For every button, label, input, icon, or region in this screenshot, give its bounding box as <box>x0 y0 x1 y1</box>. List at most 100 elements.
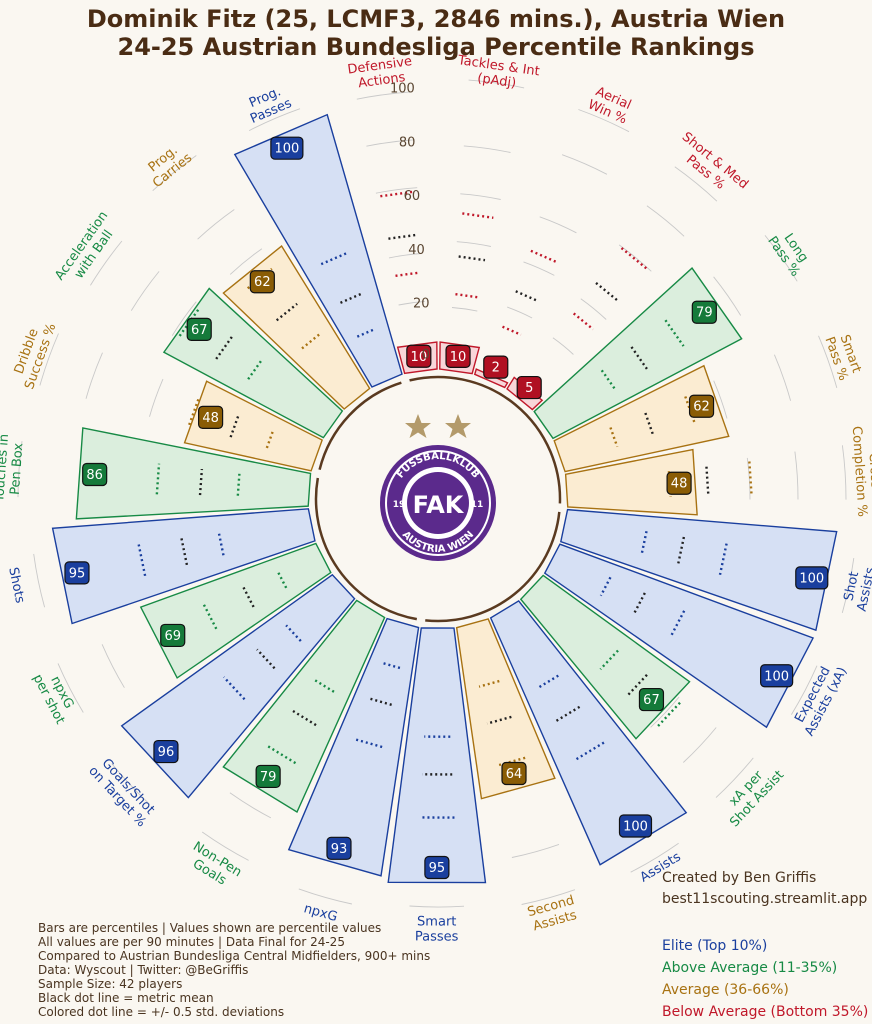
reference-dot-line <box>455 292 478 299</box>
value-badge: 5 <box>516 375 542 400</box>
category-arc <box>314 477 418 621</box>
value-badge: 10 <box>445 344 471 369</box>
grid-arc <box>791 665 818 715</box>
grid-arc <box>85 352 103 399</box>
note-line: Sample Size: 42 players <box>38 977 182 991</box>
reference-dot-line <box>241 585 255 608</box>
reference-dot-line <box>356 327 376 338</box>
metric-label: Accelerationwith Ball <box>52 209 123 292</box>
value-label: 100 <box>274 142 299 157</box>
value-label: 48 <box>671 477 688 492</box>
center-emblem: FUSSBALLKLUB AUSTRIA WIEN 19 11 FAK <box>380 414 496 561</box>
legend-entry: Below Average (Bottom 35%) <box>662 1004 868 1020</box>
reference-dot-line <box>599 576 612 597</box>
grid-arc <box>715 757 754 798</box>
note-line: All values are per 90 minutes | Data Fin… <box>38 935 345 949</box>
reference-dot-line <box>155 463 161 495</box>
grid-arc <box>248 108 301 132</box>
metric-label: Shots <box>5 566 27 605</box>
chart-title-line1: Dominik Fitz (25, LCMF3, 2846 mins.), Au… <box>87 5 785 33</box>
grid-arc <box>171 301 197 336</box>
reference-dot-line <box>462 212 494 219</box>
metric-label: Prog.Carries <box>141 139 196 191</box>
logo-letters: FAK <box>413 491 465 519</box>
grid-arc <box>841 445 847 500</box>
radial-tick-label: 60 <box>404 189 421 204</box>
metric-label: LongPass % <box>764 225 815 279</box>
grid-arc <box>523 261 555 276</box>
metric-label: Short & MedPass % <box>669 130 751 204</box>
bar-second-assists <box>455 618 556 800</box>
radial-tick-label: 20 <box>413 297 430 312</box>
reference-dot-line <box>600 369 616 390</box>
bar-expected-assists-(xa) <box>543 543 815 729</box>
value-badges-layer: 93 79 96 69 95 86 48 67 62 100 10 10 2 5 79 62 48 100 100 6… <box>64 136 829 880</box>
grid-arc <box>674 166 718 202</box>
chart-title-line2: 24-25 Austrian Bundesliga Percentile Ran… <box>118 33 755 61</box>
value-badge: 48 <box>666 471 692 495</box>
reference-dot-line <box>458 255 486 262</box>
radial-tick-label: 0 <box>422 348 430 363</box>
reference-dot-line <box>486 715 512 725</box>
reference-dot-line <box>395 271 421 278</box>
grid-arc <box>650 696 680 728</box>
grid-arc <box>552 337 574 355</box>
value-label: 96 <box>158 745 175 760</box>
value-label: 5 <box>525 381 533 396</box>
reference-dot-line <box>718 543 728 576</box>
bar-npxg <box>287 617 420 877</box>
grid-arc <box>356 91 411 100</box>
value-badge: 100 <box>760 664 794 688</box>
grid-arc <box>451 307 478 312</box>
value-badge: 100 <box>270 136 304 160</box>
reference-dot-line <box>664 319 685 347</box>
bar-shots <box>51 508 316 625</box>
value-badge: 48 <box>197 405 224 430</box>
reference-dot-line <box>339 292 363 304</box>
metric-label: Smart Passes <box>415 914 459 944</box>
metric-label: Goals/Shoton Target % <box>85 753 159 830</box>
grid-arc <box>521 889 576 905</box>
reference-dot-line <box>644 412 655 437</box>
reference-dot-line <box>381 661 401 670</box>
grid-arc <box>818 335 838 389</box>
value-label: 86 <box>86 468 103 483</box>
grid-arc <box>197 209 235 240</box>
metric-label: Prog.Passes <box>242 82 294 127</box>
value-badge: 79 <box>255 764 281 789</box>
footnotes: Bars are percentiles | Values shown are … <box>38 921 430 1019</box>
reference-dot-line <box>655 701 681 729</box>
grid-arc <box>90 240 123 286</box>
value-label: 93 <box>331 842 348 857</box>
grid-arc <box>17 441 23 498</box>
value-label: 67 <box>643 693 660 708</box>
grid-arc <box>298 888 352 905</box>
reference-dot-line <box>217 531 225 556</box>
value-badge: 95 <box>64 561 90 585</box>
grid-arc <box>468 79 525 89</box>
value-badge: 10 <box>406 344 432 368</box>
value-label: 95 <box>429 861 446 876</box>
bar-goals/shot-on-target-% <box>120 573 356 799</box>
club-logo: FUSSBALLKLUB AUSTRIA WIEN 19 11 FAK <box>380 445 496 561</box>
note-line: Black dot line = metric mean <box>38 991 214 1005</box>
credit-author: Created by Ben Griffis <box>662 870 816 886</box>
reference-dot-line <box>388 233 418 240</box>
grid-arc <box>409 905 465 908</box>
bar-long-pass-% <box>533 267 743 440</box>
value-label: 79 <box>696 306 713 321</box>
value-badge: 67 <box>186 317 212 341</box>
grid-arc <box>794 451 799 500</box>
bar-touches-in-pen-box <box>75 427 312 520</box>
category-arc <box>409 375 562 504</box>
reference-dot-line <box>575 741 605 761</box>
grid-arc <box>511 843 560 858</box>
grid-arc <box>375 187 418 194</box>
radial-ticks-layer: 0 20 40 60 80 100 <box>390 82 430 363</box>
grid-arc <box>561 154 608 175</box>
metric-label: npxGper shot <box>30 665 81 727</box>
reference-dot-line <box>632 592 646 616</box>
legend: Elite (Top 10%) Above Average (11-35%) Ave… <box>662 938 868 1020</box>
reference-dot-line <box>312 678 335 693</box>
metric-label: AerialWin % <box>586 84 636 128</box>
